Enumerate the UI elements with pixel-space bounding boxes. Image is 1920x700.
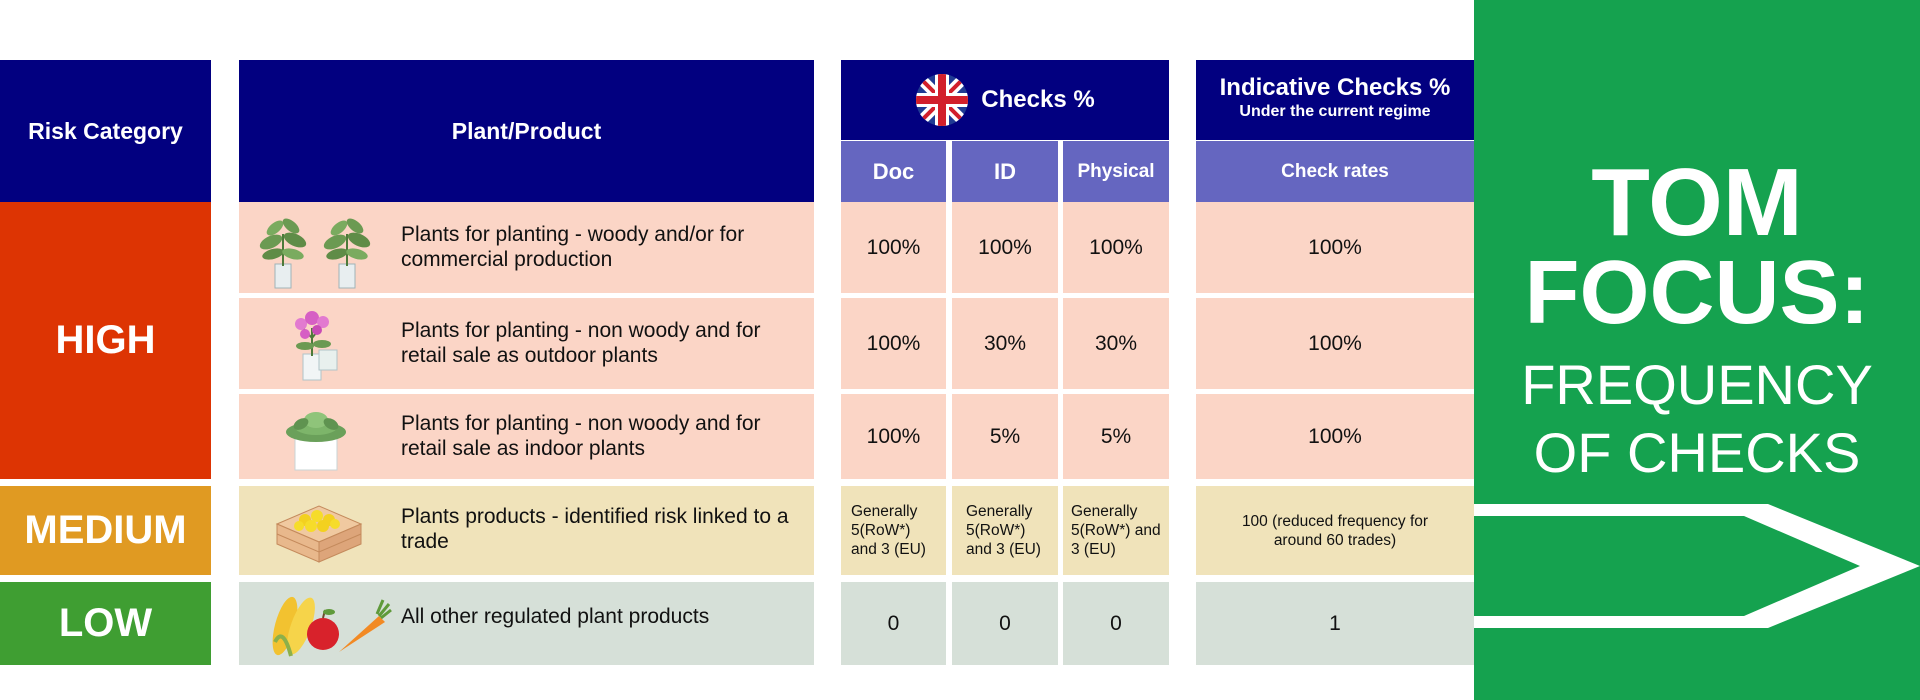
- risk-high-label: HIGH: [55, 318, 156, 362]
- produce-icon: [272, 596, 392, 657]
- physical-subheader: Physical: [1063, 141, 1169, 202]
- chevron-arrow-icon: [1474, 504, 1920, 628]
- id-cell: Generally 5(RoW*) and 3 (EU): [952, 486, 1058, 575]
- panel-title-line1: TOM: [1591, 149, 1803, 256]
- table-row: Plants for planting - non woody and for …: [239, 298, 814, 389]
- indicative-subtitle: Under the current regime: [1239, 103, 1431, 120]
- indicative-header: Indicative Checks % Under the current re…: [1196, 60, 1474, 140]
- check-rates-label: Check rates: [1281, 160, 1389, 182]
- product-label: Plants products - identified risk linked…: [401, 505, 789, 553]
- tom-focus-panel: TOM FOCUS: FREQUENCY OF CHECKS: [1474, 0, 1920, 700]
- physical-cell: Generally 5(RoW*) and 3 (EU): [1063, 486, 1169, 575]
- doc-cell: 100%: [841, 202, 946, 293]
- row-divider: [239, 389, 279, 394]
- panel-title-line4: OF CHECKS: [1533, 421, 1861, 484]
- panel-title-line3: FREQUENCY: [1521, 353, 1873, 416]
- product-label: Plants for planting - woody and/or for c…: [401, 223, 745, 271]
- product-label: Plants for planting - non woody and for …: [401, 412, 761, 460]
- check-rate-cell: 100 (reduced frequency for around 60 tra…: [1196, 486, 1474, 575]
- plant-product-header: Plant/Product: [239, 60, 814, 202]
- product-label: Plants for planting - non woody and for …: [401, 319, 761, 367]
- physical-cell: 30%: [1063, 298, 1169, 389]
- succulent-icon: [286, 412, 346, 471]
- row-divider: [239, 293, 279, 298]
- risk-high: HIGH: [0, 202, 211, 479]
- physical-cell: 100%: [1063, 202, 1169, 293]
- product-label: All other regulated plant products: [401, 605, 710, 628]
- id-cell: 30%: [952, 298, 1058, 389]
- id-cell: 5%: [952, 394, 1058, 479]
- risk-medium-label: MEDIUM: [24, 508, 187, 552]
- table-row: Plants for planting - woody and/or for c…: [239, 202, 814, 293]
- table-row: Plants products - identified risk linked…: [239, 486, 814, 575]
- indicative-title: Indicative Checks %: [1219, 74, 1451, 101]
- risk-category-header: Risk Category: [0, 60, 211, 202]
- panel-title-line2: FOCUS:: [1524, 243, 1870, 343]
- doc-cell: 100%: [841, 394, 946, 479]
- flowering-plant-icon: [295, 311, 338, 381]
- uk-flag-icon: [916, 74, 969, 126]
- check-rate-cell: 1: [1196, 582, 1474, 665]
- check-rate-cell: 100%: [1196, 394, 1474, 479]
- plant-product-header-label: Plant/Product: [451, 117, 602, 144]
- doc-subheader-label: Doc: [872, 158, 915, 184]
- table-row: All other regulated plant products: [239, 582, 814, 665]
- table-row: Plants for planting - non woody and for …: [239, 394, 814, 479]
- physical-cell: 0: [1063, 582, 1169, 665]
- id-subheader: ID: [952, 141, 1058, 202]
- check-rates-subheader: Check rates: [1196, 141, 1474, 202]
- physical-cell: 5%: [1063, 394, 1169, 479]
- id-subheader-label: ID: [994, 158, 1016, 184]
- check-rate-cell: 100%: [1196, 298, 1474, 389]
- id-cell: 0: [952, 582, 1058, 665]
- doc-cell: Generally 5(RoW*) and 3 (EU): [841, 486, 946, 575]
- physical-subheader-label: Physical: [1077, 160, 1155, 182]
- risk-low: LOW: [0, 582, 211, 665]
- fruit-crate-icon: [275, 505, 363, 563]
- risk-low-label: LOW: [58, 601, 153, 645]
- doc-cell: 100%: [841, 298, 946, 389]
- id-cell: 100%: [952, 202, 1058, 293]
- doc-cell: 0: [841, 582, 946, 665]
- uk-checks-label: Checks %: [981, 86, 1095, 113]
- risk-medium: MEDIUM: [0, 486, 211, 575]
- risk-category-header-label: Risk Category: [28, 117, 183, 144]
- doc-subheader: Doc: [841, 141, 946, 202]
- check-rate-cell: 100%: [1196, 202, 1474, 293]
- potted-plants-icon: [259, 218, 371, 289]
- uk-checks-header: Checks %: [841, 60, 1169, 140]
